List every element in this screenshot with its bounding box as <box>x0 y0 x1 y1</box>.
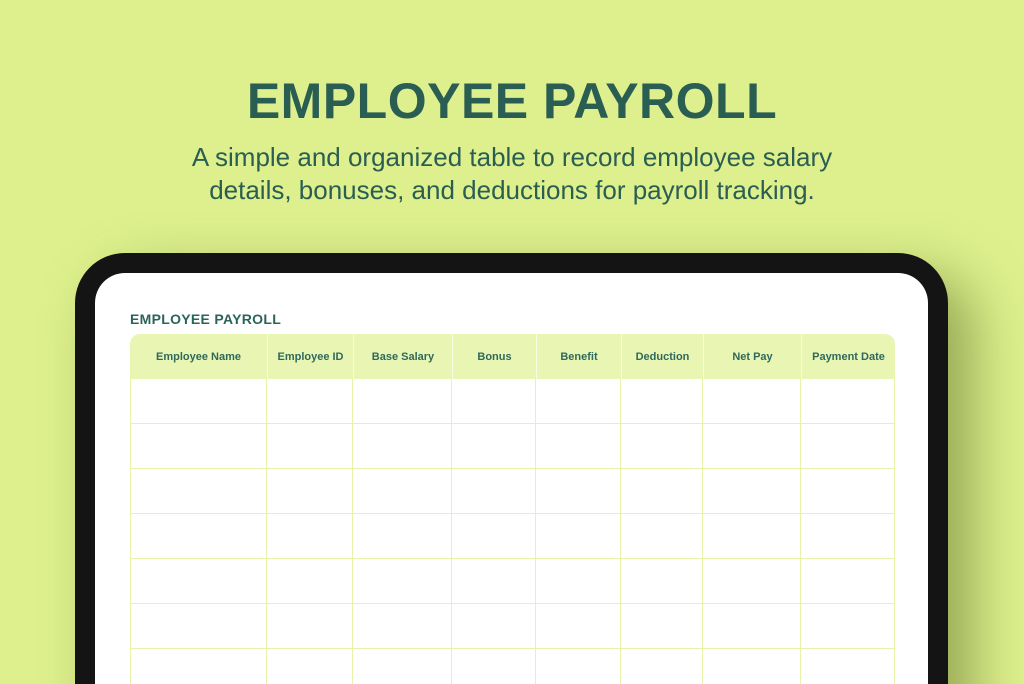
table-cell[interactable] <box>536 469 621 514</box>
table-cell[interactable] <box>267 379 353 424</box>
column-header-benefit: Benefit <box>536 334 621 379</box>
table-cell[interactable] <box>130 604 267 649</box>
column-header-bonus: Bonus <box>452 334 536 379</box>
table-cell[interactable] <box>353 469 452 514</box>
page-subtitle-line-1: A simple and organized table to record e… <box>191 142 833 172</box>
table-cell[interactable] <box>536 424 621 469</box>
table-cell[interactable] <box>703 514 801 559</box>
table-cell[interactable] <box>452 649 536 684</box>
table-cell[interactable] <box>267 604 353 649</box>
table-cell[interactable] <box>621 424 703 469</box>
table-cell[interactable] <box>536 379 621 424</box>
table-cell[interactable] <box>267 424 353 469</box>
table-cell[interactable] <box>267 514 353 559</box>
column-header-employee-id: Employee ID <box>267 334 353 379</box>
table-cell[interactable] <box>536 559 621 604</box>
table-cell[interactable] <box>353 604 452 649</box>
tablet-screen: EMPLOYEE PAYROLL Employee Name Employee I… <box>95 273 928 684</box>
table-cell[interactable] <box>801 469 895 514</box>
table-cell[interactable] <box>703 559 801 604</box>
table-cell[interactable] <box>536 604 621 649</box>
page-subtitle: A simple and organized table to record e… <box>0 141 1024 207</box>
table-cell[interactable] <box>353 514 452 559</box>
table-cell[interactable] <box>353 379 452 424</box>
table-cell[interactable] <box>621 469 703 514</box>
table-cell[interactable] <box>130 424 267 469</box>
table-cell[interactable] <box>536 514 621 559</box>
page-subtitle-line-2: details, bonuses, and deductions for pay… <box>209 175 815 205</box>
table-cell[interactable] <box>621 649 703 684</box>
table-cell[interactable] <box>452 424 536 469</box>
table-cell[interactable] <box>452 604 536 649</box>
table-cell[interactable] <box>703 424 801 469</box>
table-cell[interactable] <box>267 469 353 514</box>
column-header-payment-date: Payment Date <box>801 334 895 379</box>
table-cell[interactable] <box>452 379 536 424</box>
column-header-base-salary: Base Salary <box>353 334 452 379</box>
table-cell[interactable] <box>353 649 452 684</box>
tablet-frame: EMPLOYEE PAYROLL Employee Name Employee I… <box>75 253 948 684</box>
table-cell[interactable] <box>801 514 895 559</box>
table-cell[interactable] <box>353 424 452 469</box>
table-cell[interactable] <box>703 649 801 684</box>
table-cell[interactable] <box>130 469 267 514</box>
column-header-deduction: Deduction <box>621 334 703 379</box>
column-header-employee-name: Employee Name <box>130 334 267 379</box>
table-cell[interactable] <box>703 604 801 649</box>
table-cell[interactable] <box>130 514 267 559</box>
table-cell[interactable] <box>801 424 895 469</box>
table-cell[interactable] <box>703 469 801 514</box>
table-cell[interactable] <box>267 559 353 604</box>
table-cell[interactable] <box>536 649 621 684</box>
table-cell[interactable] <box>621 379 703 424</box>
table-cell[interactable] <box>452 469 536 514</box>
column-header-net-pay: Net Pay <box>703 334 801 379</box>
table-cell[interactable] <box>130 559 267 604</box>
table-cell[interactable] <box>267 649 353 684</box>
sheet-heading: EMPLOYEE PAYROLL <box>130 311 282 327</box>
table-cell[interactable] <box>130 649 267 684</box>
table-cell[interactable] <box>452 559 536 604</box>
table-cell[interactable] <box>452 514 536 559</box>
table-cell[interactable] <box>801 604 895 649</box>
table-cell[interactable] <box>353 559 452 604</box>
payroll-table: Employee Name Employee ID Base Salary Bonus… <box>130 334 895 684</box>
table-cell[interactable] <box>703 379 801 424</box>
page-title: EMPLOYEE PAYROLL <box>246 73 778 129</box>
table-cell[interactable] <box>130 379 267 424</box>
table-cell[interactable] <box>801 559 895 604</box>
table-cell[interactable] <box>801 649 895 684</box>
table-cell[interactable] <box>801 379 895 424</box>
table-cell[interactable] <box>621 604 703 649</box>
table-cell[interactable] <box>621 514 703 559</box>
table-cell[interactable] <box>621 559 703 604</box>
